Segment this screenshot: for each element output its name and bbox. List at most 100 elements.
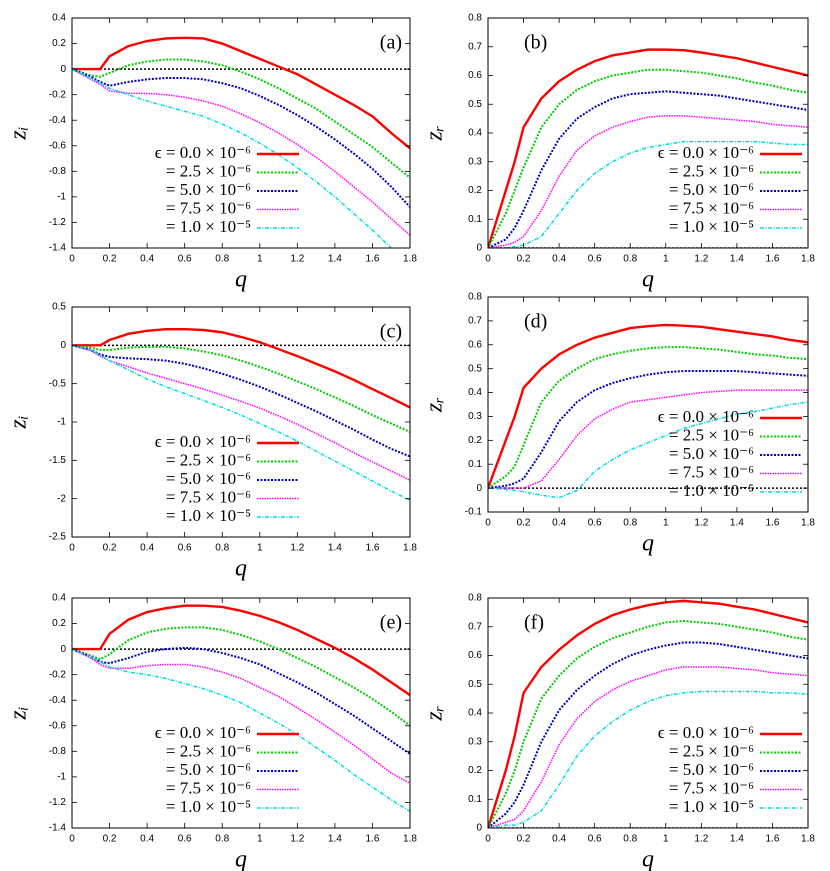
data-line	[488, 641, 808, 828]
x-tick-label: 1.6	[365, 254, 379, 265]
x-tick-label: 0.6	[178, 254, 192, 265]
plot-frame	[71, 17, 411, 249]
legend-label: = 2.5 × 10⁻⁶	[669, 425, 754, 444]
y-axis-label: zᵣ	[422, 705, 448, 721]
data-line	[72, 344, 410, 501]
y-tick-label: 0.1	[468, 214, 482, 225]
x-tick-label: 1.2	[694, 834, 708, 845]
x-tick-label: 1.4	[328, 254, 342, 265]
data-line	[72, 648, 410, 813]
plot-frame	[487, 17, 809, 249]
x-tick-label: 0.2	[517, 518, 531, 529]
panel-label: (c)	[380, 321, 402, 343]
y-tick-label: 0	[476, 483, 482, 494]
y-tick-label: 0.2	[468, 185, 482, 196]
y-tick-label: 0	[60, 644, 66, 655]
x-tick-label: 1.8	[801, 518, 815, 529]
legend-label: = 7.5 × 10⁻⁶	[166, 198, 251, 217]
data-line	[72, 648, 410, 784]
legend-label: = 1.0 × 10⁻⁵	[166, 217, 251, 236]
x-tick-label: 0.4	[552, 834, 566, 845]
panel: 0 0.2 0.4 0.6 0.8 1 1.2 1.4 1.6 1.8 0 0.1 0.2 0.3 0.4 0…	[422, 593, 816, 871]
y-tick-label: 0.2	[468, 765, 482, 776]
legend-label: = 7.5 × 10⁻⁶	[669, 198, 754, 217]
y-tick-label: 0	[60, 340, 66, 351]
y-tick-label: 0.3	[468, 411, 482, 422]
data-line	[488, 323, 808, 489]
plot-frame	[487, 597, 809, 829]
x-tick-label: 1.6	[365, 543, 379, 554]
x-tick-label: 0	[485, 834, 491, 845]
x-tick-label: 0.6	[178, 543, 192, 554]
plot-area	[488, 599, 808, 828]
data-line	[488, 140, 808, 248]
y-tick-label: 0.3	[468, 736, 482, 747]
legend-label: = 1.0 × 10⁻⁵	[669, 217, 754, 236]
x-tick-label: 0.4	[552, 518, 566, 529]
x-axis-label: q	[642, 847, 654, 871]
y-tick-label: 0.6	[468, 70, 482, 81]
data-line	[488, 370, 808, 490]
legend-label: = 5.0 × 10⁻⁶	[669, 444, 754, 463]
x-tick-label: 0.8	[215, 543, 229, 554]
y-tick-label: 0.5	[468, 99, 482, 110]
legend-label: = 1.0 × 10⁻⁵	[166, 797, 251, 816]
y-tick-label: 0.5	[52, 302, 66, 313]
plot-frame	[487, 296, 809, 513]
panel: 0 0.2 0.4 0.6 0.8 1 1.2 1.4 1.6 1.8 -2.5 -2 -1.5 -1 -0…	[6, 302, 418, 582]
x-tick-label: 1	[663, 834, 669, 845]
y-tick-label: 0.7	[468, 621, 482, 632]
x-tick-label: 0.2	[103, 834, 117, 845]
legend-label: = 2.5 × 10⁻⁶	[166, 450, 251, 469]
x-tick-label: 0.2	[103, 254, 117, 265]
data-line	[488, 401, 808, 499]
y-tick-label: 0.6	[468, 650, 482, 661]
data-line	[72, 604, 410, 697]
y-tick-label: -0.4	[49, 695, 67, 706]
legend-label: = 5.0 × 10⁻⁶	[166, 469, 251, 488]
y-tick-label: 0	[476, 243, 482, 254]
data-line	[72, 36, 410, 150]
legend-label: = 7.5 × 10⁻⁶	[166, 778, 251, 797]
legend-label: = 5.0 × 10⁻⁶	[669, 180, 754, 199]
y-tick-label: 0.1	[468, 459, 482, 470]
data-line	[488, 599, 808, 828]
legend-label: = 2.5 × 10⁻⁶	[166, 161, 251, 180]
y-tick-label: 0.4	[468, 128, 482, 139]
legend-label: ϵ = 0.0 × 10⁻⁶	[658, 143, 754, 162]
y-tick-label: 0.7	[468, 41, 482, 52]
legend-label: = 1.0 × 10⁻⁵	[669, 481, 754, 500]
x-tick-label: 0.8	[215, 254, 229, 265]
y-tick-label: -0.1	[465, 507, 483, 518]
y-tick-label: -0.6	[49, 720, 67, 731]
data-line	[488, 666, 808, 828]
x-tick-label: 1.8	[801, 254, 815, 265]
y-tick-label: -0.5	[49, 378, 67, 389]
x-tick-label: 0	[485, 254, 491, 265]
x-axis-label: q	[235, 556, 247, 582]
legend-label: = 1.0 × 10⁻⁵	[669, 797, 754, 816]
y-tick-label: 0.2	[52, 618, 66, 629]
plot-frame	[71, 597, 411, 829]
x-tick-label: 0.6	[588, 518, 602, 529]
data-line	[488, 619, 808, 828]
plot-area	[488, 323, 808, 499]
x-tick-label: 0.4	[140, 543, 154, 554]
x-axis-label: q	[642, 267, 654, 293]
x-tick-label: 0.8	[623, 518, 637, 529]
y-axis-label: zᵢ	[6, 706, 32, 720]
y-tick-label: 0.7	[468, 316, 482, 327]
x-tick-label: 1.8	[403, 834, 417, 845]
x-tick-label: 0.6	[588, 254, 602, 265]
x-tick-label: 1	[257, 834, 263, 845]
x-tick-label: 0.2	[517, 254, 531, 265]
x-tick-label: 1.8	[403, 254, 417, 265]
panel-label: (a)	[380, 32, 402, 54]
y-tick-label: -1.4	[49, 823, 67, 834]
legend-label: = 7.5 × 10⁻⁶	[166, 487, 251, 506]
y-tick-label: 0.4	[468, 708, 482, 719]
y-tick-label: 0.1	[468, 794, 482, 805]
x-tick-label: 1.6	[765, 254, 779, 265]
y-tick-label: -0.6	[49, 140, 67, 151]
